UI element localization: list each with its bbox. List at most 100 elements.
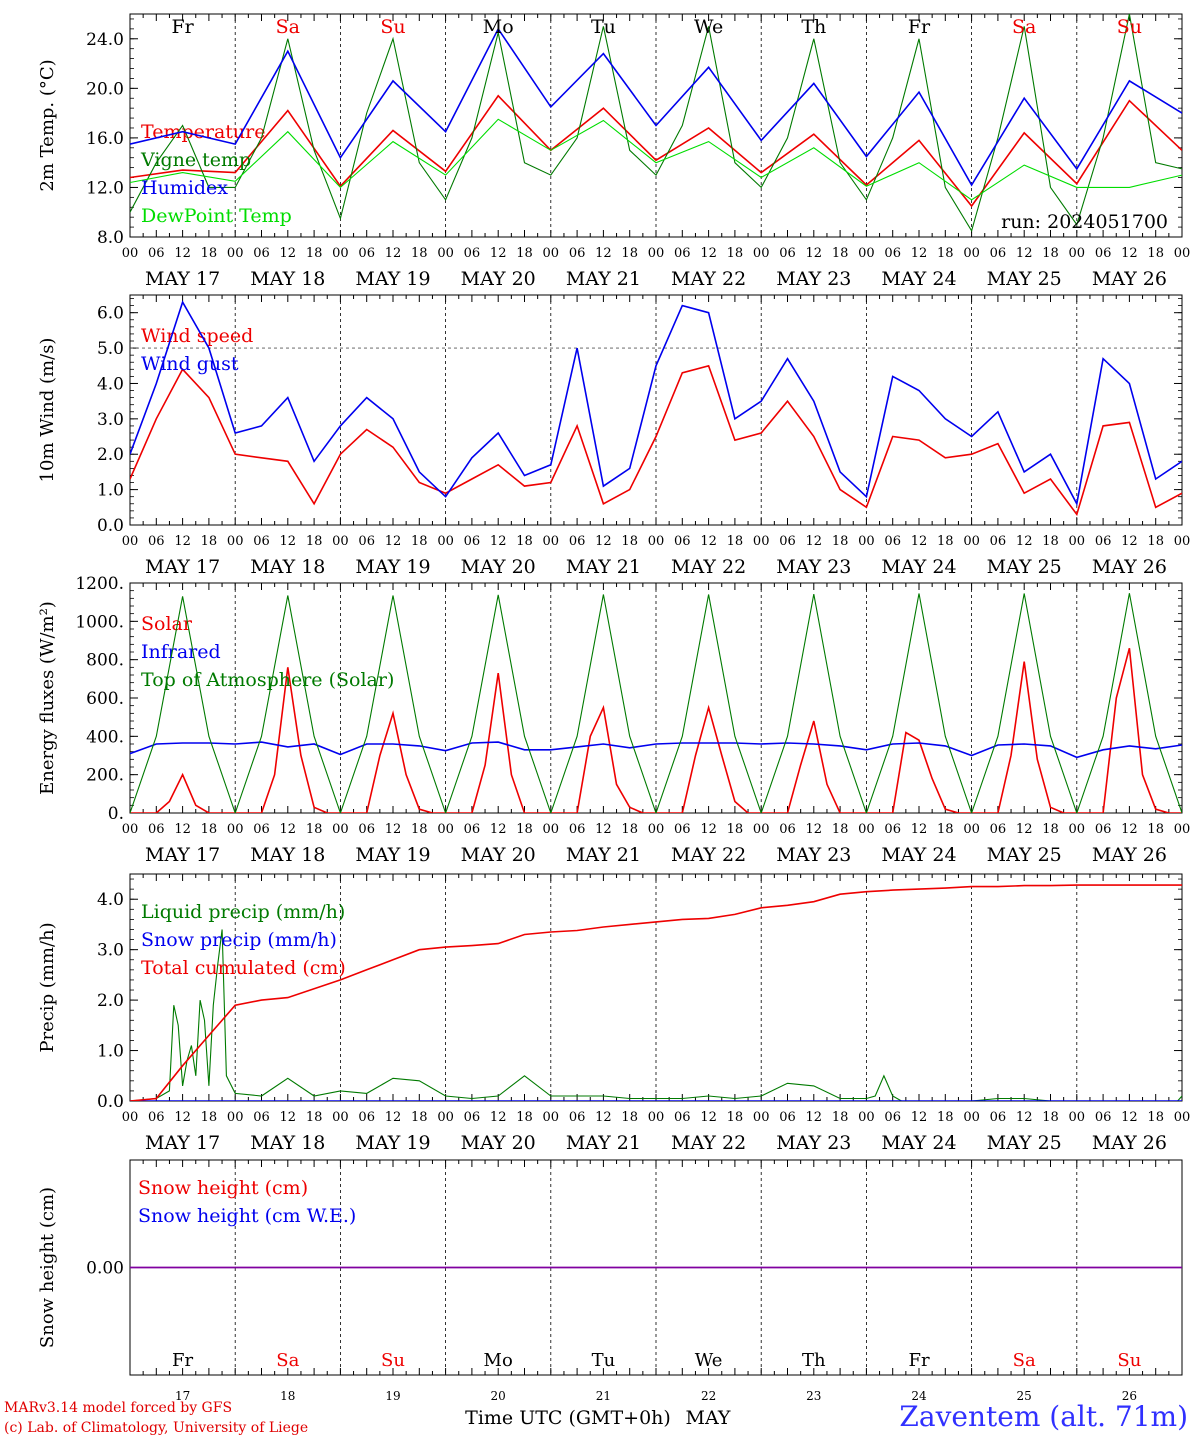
hour-label: 00: [543, 534, 560, 549]
hour-label: 18: [832, 246, 849, 261]
hour-label: 12: [700, 246, 717, 261]
day-number-label: 21: [596, 1389, 611, 1403]
hour-label: 00: [1174, 246, 1191, 261]
y-tick-label: 2.0: [97, 991, 124, 1011]
hour-label: 18: [937, 534, 954, 549]
hour-label: 06: [674, 534, 691, 549]
credit-model: MARv3.14 model forced by GFS: [4, 1400, 233, 1416]
hour-label: 12: [1016, 1110, 1033, 1125]
date-label: MAY 22: [671, 1132, 746, 1154]
hour-label: 18: [201, 822, 218, 837]
hour-label: 06: [779, 822, 796, 837]
date-label: MAY 19: [355, 556, 430, 578]
date-label: MAY 26: [1092, 268, 1167, 290]
hour-label: 00: [963, 534, 980, 549]
hour-label: 00: [332, 1110, 349, 1125]
hour-label: 12: [174, 822, 191, 837]
hour-label: 00: [858, 534, 875, 549]
date-label: MAY 25: [987, 844, 1062, 866]
series-line-wind-speed: [130, 364, 1182, 517]
hour-label: 18: [411, 1110, 428, 1125]
day-number-label: 24: [911, 1389, 927, 1403]
y-tick-label: 600.: [86, 689, 124, 709]
date-label: MAY 23: [776, 556, 851, 578]
hour-label: 00: [227, 1110, 244, 1125]
hour-label: 00: [753, 246, 770, 261]
hour-label: 12: [1121, 822, 1138, 837]
weekday-label-top: Sa: [276, 16, 300, 38]
hour-label: 00: [1069, 822, 1086, 837]
hour-label: 00: [543, 822, 560, 837]
weekday-label-bottom: Su: [381, 1350, 405, 1371]
series-line-dewpoint-temp: [130, 118, 1182, 201]
hour-label: 12: [806, 1110, 823, 1125]
hour-label: 00: [1174, 1110, 1191, 1125]
hour-label: 06: [148, 1110, 165, 1125]
hour-label: 06: [464, 822, 481, 837]
hour-label: 18: [1147, 246, 1164, 261]
date-label: MAY 23: [776, 844, 851, 866]
hour-label: 12: [911, 1110, 928, 1125]
y-tick-label: 4.0: [97, 374, 124, 394]
hour-label: 18: [516, 534, 533, 549]
hour-label: 06: [884, 246, 901, 261]
hour-label: 18: [516, 246, 533, 261]
weekday-label-bottom: Sa: [1013, 1350, 1036, 1371]
weekday-label-bottom: Tu: [592, 1350, 616, 1371]
weekday-label-top: We: [694, 16, 723, 38]
hour-label: 06: [990, 534, 1007, 549]
legend-snow-height-cm-: Snow height (cm): [138, 1177, 308, 1199]
hour-label: 00: [227, 246, 244, 261]
hour-label: 12: [806, 822, 823, 837]
hour-label: 12: [490, 246, 507, 261]
hour-label: 06: [884, 1110, 901, 1125]
legend-humidex: Humidex: [141, 177, 228, 199]
date-label: MAY 17: [145, 1132, 220, 1154]
hour-label: 18: [1042, 1110, 1059, 1125]
date-label: MAY 24: [881, 1132, 956, 1154]
hour-label: 18: [306, 534, 323, 549]
hour-label: 06: [1095, 822, 1112, 837]
hour-label: 06: [1095, 534, 1112, 549]
hour-label: 06: [253, 246, 270, 261]
hour-label: 00: [227, 534, 244, 549]
hour-label: 12: [280, 1110, 297, 1125]
weekday-label-bottom: Fr: [172, 1350, 193, 1371]
hour-label: 06: [358, 1110, 375, 1125]
legend-infrared: Infrared: [141, 641, 221, 663]
date-label: MAY 24: [881, 844, 956, 866]
hour-label: 06: [779, 246, 796, 261]
hour-label: 18: [1147, 822, 1164, 837]
hour-label: 06: [674, 1110, 691, 1125]
legend-vigne-temp: Vigne temp: [140, 149, 251, 171]
y-tick-label: 12.0: [86, 178, 124, 198]
date-label: MAY 21: [566, 556, 641, 578]
hour-label: 12: [595, 246, 612, 261]
hour-label: 00: [648, 1110, 665, 1125]
hour-label: 00: [332, 822, 349, 837]
hour-label: 00: [1069, 246, 1086, 261]
y-axis-title: Energy fluxes (W/m²): [37, 601, 58, 795]
weekday-label-bottom: Th: [802, 1350, 826, 1371]
hour-label: 12: [385, 822, 402, 837]
y-tick-label: 16.0: [86, 129, 124, 149]
day-number-label: 22: [701, 1389, 716, 1403]
hour-label: 00: [227, 822, 244, 837]
hour-label: 00: [543, 246, 560, 261]
hour-label: 18: [1042, 246, 1059, 261]
y-tick-label: 0.00: [86, 1259, 124, 1279]
legend-snow-precip-mm-h-: Snow precip (mm/h): [141, 929, 337, 951]
hour-label: 18: [727, 246, 744, 261]
hour-label: 18: [621, 534, 638, 549]
hour-label: 06: [1095, 246, 1112, 261]
y-axis-title: Precip (mm/h): [37, 922, 58, 1052]
date-label: MAY 26: [1092, 844, 1167, 866]
weekday-label-top: Fr: [171, 16, 194, 38]
date-label: MAY 19: [355, 268, 430, 290]
hour-label: 18: [1147, 534, 1164, 549]
hour-label: 18: [937, 246, 954, 261]
hour-label: 12: [700, 534, 717, 549]
hour-label: 06: [464, 1110, 481, 1125]
hour-label: 06: [990, 822, 1007, 837]
legend-solar: Solar: [141, 613, 193, 635]
